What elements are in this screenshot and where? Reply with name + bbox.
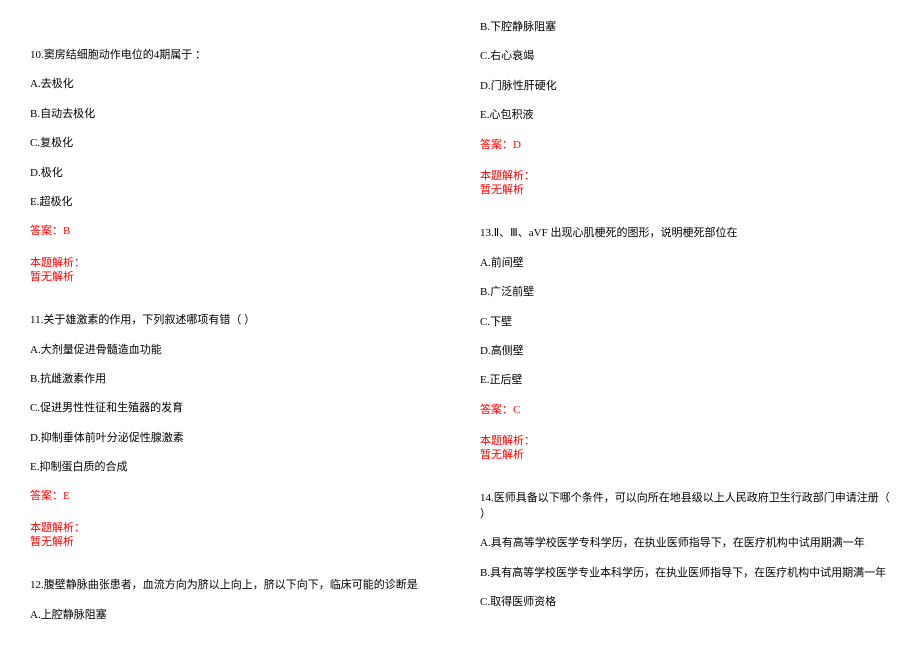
- q14-opt-b: B.具有高等学校医学专业本科学历，在执业医师指导下，在医疗机构中试用期满一年: [480, 566, 890, 581]
- q12-opt-b: B.下腔静脉阻塞: [480, 20, 890, 35]
- spacer: [30, 299, 440, 313]
- q13-opt-c: C.下壁: [480, 315, 890, 330]
- exam-page: 10.窦房结细胞动作电位的4期属于 ： A.去极化 B.自动去极化 C.复极化 …: [0, 0, 920, 651]
- q13-exp-text: 暂无解析: [480, 448, 890, 463]
- q13-opt-d: D.高侧壁: [480, 344, 890, 359]
- q11-exp-label: 本题解析：: [30, 519, 440, 535]
- q13-exp-label: 本题解析：: [480, 432, 890, 448]
- q11-explanation: 本题解析： 暂无解析: [30, 519, 440, 550]
- q10-explanation: 本题解析： 暂无解析: [30, 254, 440, 285]
- q10-stem: 10.窦房结细胞动作电位的4期属于 ：: [30, 48, 440, 63]
- q11-opt-c: C.促进男性性征和生殖器的发育: [30, 401, 440, 416]
- spacer: [30, 564, 440, 578]
- q14-opt-c: C.取得医师资格: [480, 595, 890, 610]
- q10-opt-c: C.复极化: [30, 136, 440, 151]
- q10-opt-b: B.自动去极化: [30, 107, 440, 122]
- q13-explanation: 本题解析： 暂无解析: [480, 432, 890, 463]
- spacer: [30, 34, 440, 48]
- q10-exp-label: 本题解析：: [30, 254, 440, 270]
- q11-exp-text: 暂无解析: [30, 535, 440, 550]
- q14-opt-a: A.具有高等学校医学专科学历，在执业医师指导下，在医疗机构中试用期满一年: [480, 536, 890, 551]
- q12-opt-a: A.上腔静脉阻塞: [30, 608, 440, 623]
- q12-exp-label: 本题解析：: [480, 167, 890, 183]
- q13-opt-b: B.广泛前壁: [480, 285, 890, 300]
- q12-opt-c: C.右心衰竭: [480, 49, 890, 64]
- q10-exp-text: 暂无解析: [30, 270, 440, 285]
- spacer: [480, 477, 890, 491]
- q10-answer: 答案：B: [30, 224, 440, 239]
- q11-opt-b: B.抗雌激素作用: [30, 372, 440, 387]
- q13-opt-a: A.前间壁: [480, 256, 890, 271]
- spacer: [480, 212, 890, 226]
- q13-answer: 答案：C: [480, 403, 890, 418]
- q11-opt-d: D.抑制垂体前叶分泌促性腺激素: [30, 431, 440, 446]
- q12-opt-d: D.门脉性肝硬化: [480, 79, 890, 94]
- q12-opt-e: E.心包积液: [480, 108, 890, 123]
- q12-answer: 答案：D: [480, 138, 890, 153]
- q13-stem: 13.Ⅱ、Ⅲ、aVF 出现心肌梗死的图形，说明梗死部位在: [480, 226, 890, 241]
- q11-answer: 答案：E: [30, 489, 440, 504]
- q11-stem: 11.关于雄激素的作用，下列叙述哪项有错（ ）: [30, 313, 440, 328]
- q14-stem: 14.医师具备以下哪个条件，可以向所在地县级以上人民政府卫生行政部门申请注册（ …: [480, 491, 890, 522]
- q13-opt-e: E.正后壁: [480, 373, 890, 388]
- q11-opt-a: A.大剂量促进骨髓造血功能: [30, 343, 440, 358]
- q12-explanation: 本题解析： 暂无解析: [480, 167, 890, 198]
- q12-stem: 12.腹壁静脉曲张患者，血流方向为脐以上向上，脐以下向下，临床可能的诊断是: [30, 578, 440, 593]
- q10-opt-a: A.去极化: [30, 77, 440, 92]
- q11-opt-e: E.抑制蛋白质的合成: [30, 460, 440, 475]
- q10-opt-d: D.极化: [30, 166, 440, 181]
- q10-opt-e: E.超极化: [30, 195, 440, 210]
- q12-exp-text: 暂无解析: [480, 183, 890, 198]
- spacer: [30, 20, 440, 34]
